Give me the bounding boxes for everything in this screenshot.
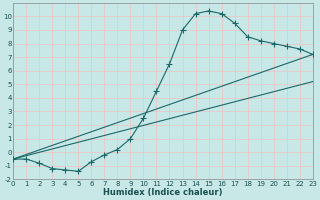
X-axis label: Humidex (Indice chaleur): Humidex (Indice chaleur) bbox=[103, 188, 223, 197]
